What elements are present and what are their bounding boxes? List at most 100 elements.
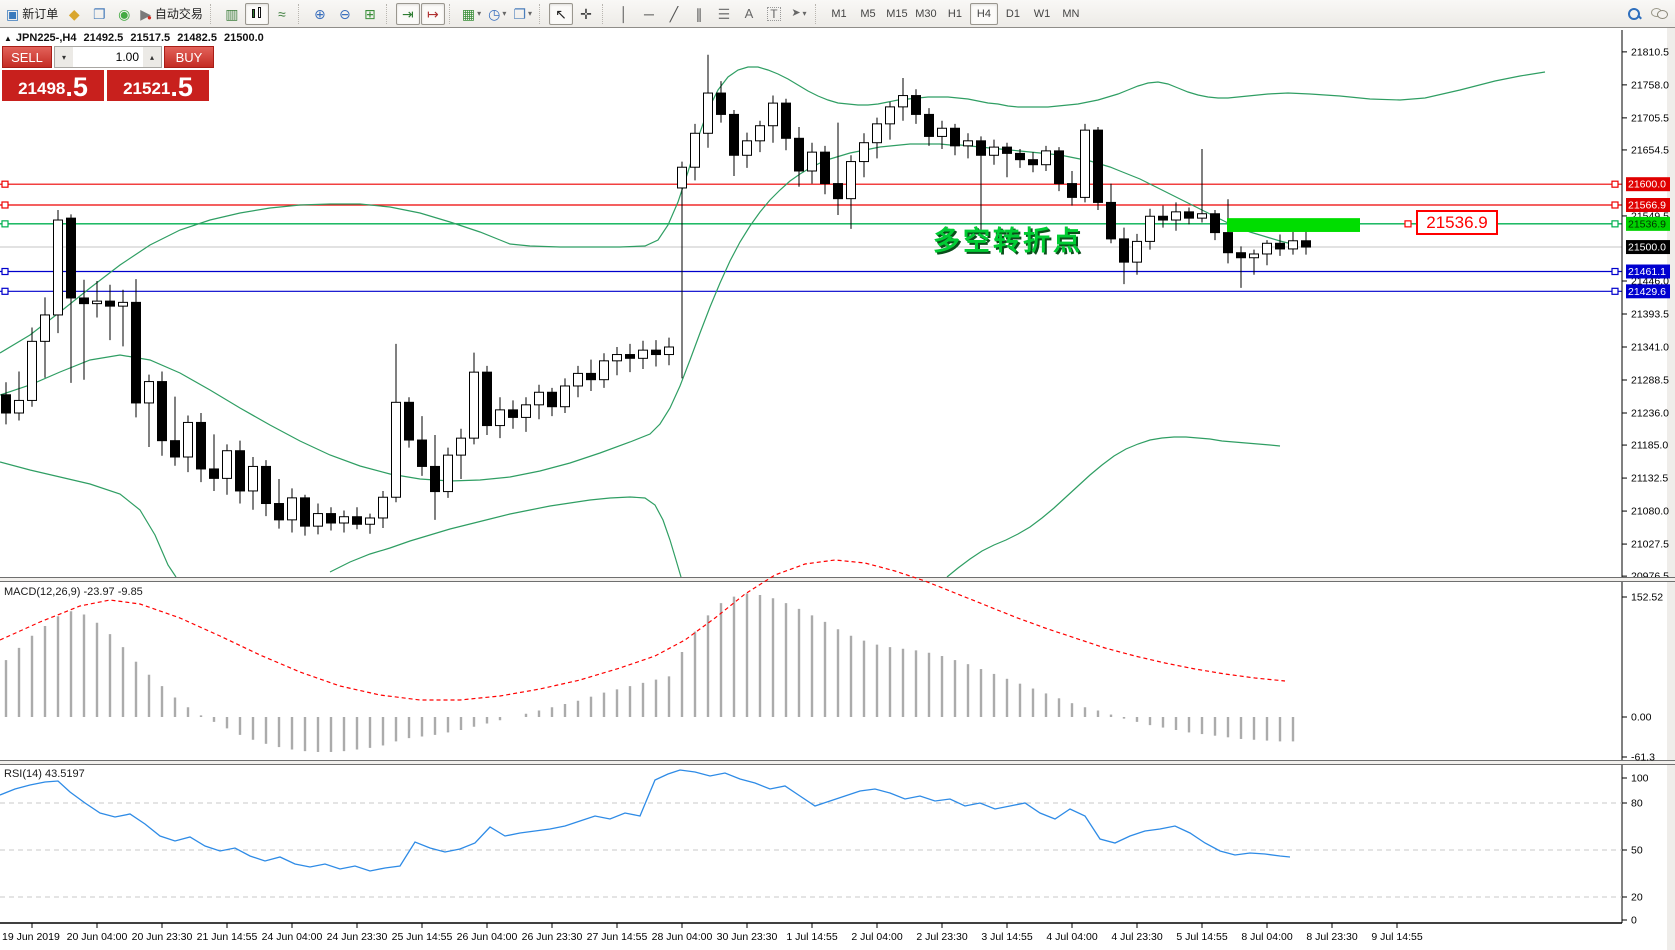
svg-text:9 Jul 14:55: 9 Jul 14:55 bbox=[1371, 931, 1423, 943]
main-toolbar: ▣ 新订单 ◆ ❐ ◉ ▶ ● 自动交易 ▥ ≈ ⊕ ⊖ ⊞ ⇥ ↦ ▦ ▾ ◷… bbox=[0, 0, 1675, 28]
svg-text:26 Jun 04:00: 26 Jun 04:00 bbox=[457, 931, 518, 943]
timeframe-h4[interactable]: H4 bbox=[969, 2, 998, 25]
svg-text:2 Jul 04:00: 2 Jul 04:00 bbox=[851, 931, 903, 943]
search-icon[interactable] bbox=[1627, 7, 1641, 21]
toolbar-separator bbox=[297, 3, 304, 24]
toolbar-separator bbox=[209, 3, 216, 24]
svg-text:2 Jul 23:30: 2 Jul 23:30 bbox=[916, 931, 968, 943]
toolbar-separator bbox=[448, 3, 455, 24]
svg-text:21236.0: 21236.0 bbox=[1631, 408, 1669, 420]
cursor-button[interactable]: ↖ bbox=[548, 2, 573, 25]
crosshair-button[interactable]: ✛ bbox=[574, 3, 598, 25]
fibonacci-icon: ☰ bbox=[717, 5, 731, 22]
new-order-icon: ▣ bbox=[6, 5, 20, 22]
buy-price-display[interactable]: 21521.5 bbox=[107, 70, 209, 101]
community-chat-icon[interactable] bbox=[1651, 7, 1668, 20]
periods-clock-icon: ◷ bbox=[488, 5, 501, 22]
svg-text:21027.5: 21027.5 bbox=[1631, 539, 1669, 551]
svg-text:152.52: 152.52 bbox=[1631, 592, 1663, 604]
timeframe-w1[interactable]: W1 bbox=[1033, 7, 1051, 20]
svg-text:0.00: 0.00 bbox=[1631, 712, 1652, 724]
sell-price-display[interactable]: 21498.5 bbox=[2, 70, 104, 101]
svg-text:8 Jul 23:30: 8 Jul 23:30 bbox=[1306, 931, 1358, 943]
rsi-pane-label: RSI(14) 43.5197 bbox=[4, 768, 85, 780]
vertical-line-button[interactable]: │ bbox=[612, 3, 636, 25]
periods-button[interactable]: ◷ ▾ bbox=[485, 3, 509, 25]
text-label-button[interactable]: T bbox=[762, 3, 786, 25]
toolbar-separator bbox=[538, 3, 545, 24]
buy-button[interactable]: BUY bbox=[164, 46, 214, 68]
svg-text:30 Jun 23:30: 30 Jun 23:30 bbox=[717, 931, 778, 943]
volume-input[interactable] bbox=[73, 47, 143, 67]
collapse-triangle-icon[interactable]: ▲ bbox=[4, 34, 12, 43]
svg-text:20: 20 bbox=[1631, 892, 1643, 904]
channel-icon: ∥ bbox=[695, 5, 703, 22]
new-order-button[interactable]: ▣ 新订单 bbox=[3, 3, 61, 25]
market-watch-icon: ❐ bbox=[92, 5, 106, 22]
svg-text:21288.5: 21288.5 bbox=[1631, 375, 1669, 387]
svg-text:28 Jun 04:00: 28 Jun 04:00 bbox=[652, 931, 713, 943]
auto-scroll-button[interactable]: ⇥ bbox=[395, 2, 420, 25]
data-center-button[interactable]: ◆ bbox=[62, 3, 86, 25]
svg-text:80: 80 bbox=[1631, 798, 1643, 810]
tile-windows-button[interactable]: ⊞ bbox=[358, 3, 382, 25]
chart-text-annotation[interactable]: 多空转折点 bbox=[933, 226, 1083, 256]
toolbar-separator bbox=[385, 3, 392, 24]
macd-values: -23.97 -9.85 bbox=[83, 586, 143, 598]
timeframe-h1[interactable]: H1 bbox=[947, 7, 962, 20]
candlestick-chart-button[interactable] bbox=[244, 2, 269, 25]
zoom-out-button[interactable]: ⊖ bbox=[333, 3, 357, 25]
svg-text:100: 100 bbox=[1631, 773, 1649, 785]
sell-button[interactable]: SELL bbox=[2, 46, 52, 68]
svg-text:8 Jul 04:00: 8 Jul 04:00 bbox=[1241, 931, 1293, 943]
svg-text:21810.5: 21810.5 bbox=[1631, 46, 1669, 58]
svg-text:1 Jul 14:55: 1 Jul 14:55 bbox=[786, 931, 838, 943]
timeframe-d1[interactable]: D1 bbox=[1005, 7, 1020, 20]
chart-shift-button[interactable]: ↦ bbox=[420, 2, 445, 25]
svg-text:0: 0 bbox=[1631, 915, 1637, 927]
text-label-icon: T bbox=[767, 6, 781, 21]
svg-text:50: 50 bbox=[1631, 845, 1643, 857]
bar-chart-button[interactable]: ▥ bbox=[220, 3, 244, 25]
chevron-down-icon: ▾ bbox=[477, 8, 482, 18]
price-callout-label[interactable]: 21536.9 bbox=[1416, 210, 1498, 235]
fibonacci-button[interactable]: ☰ bbox=[712, 3, 736, 25]
autotrading-button[interactable]: ▶ ● 自动交易 bbox=[137, 3, 206, 25]
timeframe-mn[interactable]: MN bbox=[1062, 7, 1080, 20]
svg-text:5 Jul 14:55: 5 Jul 14:55 bbox=[1176, 931, 1228, 943]
chart-shift-icon: ↦ bbox=[427, 5, 439, 22]
main-chart-svg[interactable]: 21810.521758.021705.521654.521549.521446… bbox=[0, 28, 1675, 950]
arrows-button[interactable]: ➤ ▾ bbox=[787, 3, 811, 25]
volume-decrease-button[interactable]: ▾ bbox=[55, 47, 73, 67]
crosshair-icon: ✛ bbox=[580, 5, 592, 22]
svg-text:26 Jun 23:30: 26 Jun 23:30 bbox=[522, 931, 583, 943]
zoom-out-icon: ⊖ bbox=[339, 5, 351, 22]
text-button[interactable]: A bbox=[737, 3, 761, 25]
timeframe-m1[interactable]: M1 bbox=[831, 7, 847, 20]
volume-increase-button[interactable]: ▴ bbox=[143, 47, 161, 67]
timeframe-m5[interactable]: M5 bbox=[860, 7, 876, 20]
horizontal-line-button[interactable]: ─ bbox=[637, 3, 661, 25]
timeframe-m15[interactable]: M15 bbox=[886, 7, 908, 20]
symbol-name: JPN225-,H4 bbox=[15, 32, 77, 44]
chevron-down-icon: ▾ bbox=[527, 8, 532, 18]
svg-text:21185.0: 21185.0 bbox=[1631, 440, 1668, 452]
svg-text:24 Jun 04:00: 24 Jun 04:00 bbox=[262, 931, 323, 943]
arrows-icon: ➤ bbox=[791, 7, 801, 19]
ohlc-open: 21492.5 bbox=[83, 32, 124, 44]
chevron-down-icon: ▾ bbox=[802, 8, 807, 18]
sell-price-main: 21498 bbox=[18, 79, 66, 98]
signals-button[interactable]: ◉ bbox=[112, 3, 136, 25]
macd-pane-label: MACD(12,26,9) -23.97 -9.85 bbox=[4, 586, 143, 598]
channel-button[interactable]: ∥ bbox=[687, 3, 711, 25]
svg-text:4 Jul 23:30: 4 Jul 23:30 bbox=[1111, 931, 1163, 943]
cursor-icon: ↖ bbox=[555, 5, 567, 22]
trendline-button[interactable]: ╱ bbox=[662, 3, 686, 25]
svg-text:24 Jun 23:30: 24 Jun 23:30 bbox=[327, 931, 388, 943]
zoom-in-button[interactable]: ⊕ bbox=[308, 3, 332, 25]
templates-button[interactable]: ❐ ▾ bbox=[510, 3, 535, 25]
timeframe-m30[interactable]: M30 bbox=[915, 7, 937, 20]
market-watch-button[interactable]: ❐ bbox=[87, 3, 111, 25]
line-chart-button[interactable]: ≈ bbox=[270, 3, 294, 25]
indicators-button[interactable]: ▦ ▾ bbox=[459, 3, 484, 25]
